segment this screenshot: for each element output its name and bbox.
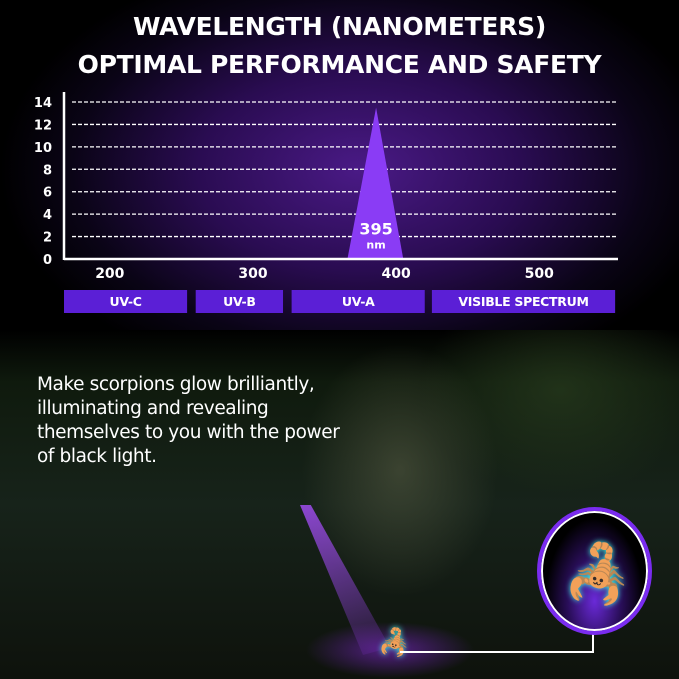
title-line-1: WAVELENGTH (NANOMETERS): [133, 12, 546, 41]
band-label: UV-C: [110, 294, 142, 309]
y-tick-label: 6: [43, 186, 52, 201]
band-uv-a: [291, 290, 425, 313]
y-tick-label: 0: [43, 253, 52, 268]
band-label: UV-A: [342, 294, 375, 309]
y-tick-label: 12: [34, 118, 52, 133]
x-tick-label: 300: [238, 266, 267, 282]
y-tick-label: 14: [34, 96, 52, 111]
band-label: UV-B: [223, 294, 255, 309]
peak-value-label: 395: [359, 219, 392, 238]
title-line-2: OPTIMAL PERFORMANCE AND SAFETY: [77, 50, 602, 79]
leader-line-vertical: [592, 632, 594, 653]
leader-line: [400, 651, 593, 653]
y-tick-label: 10: [34, 141, 52, 156]
caption-text: Make scorpions glow brilliantly, illumin…: [37, 374, 340, 467]
band-label: VISIBLE SPECTRUM: [458, 294, 588, 309]
x-tick-label: 500: [525, 266, 554, 282]
band-uv-b: [195, 290, 284, 313]
scorpion-inset: 🦂: [537, 507, 652, 635]
x-tick-label: 400: [381, 266, 410, 282]
glowing-scorpion-icon: 🦂: [563, 542, 633, 607]
y-tick-label: 2: [43, 231, 52, 246]
band-uv-c: [64, 290, 188, 313]
peak-unit-label: nm: [366, 239, 385, 252]
band-visible-spectrum: [431, 290, 616, 313]
peak-triangle: [347, 107, 404, 259]
scorpion-icon: 🦂: [378, 628, 411, 658]
y-tick-label: 8: [43, 163, 52, 178]
x-tick-label: 200: [95, 266, 124, 282]
y-tick-label: 4: [43, 208, 52, 223]
